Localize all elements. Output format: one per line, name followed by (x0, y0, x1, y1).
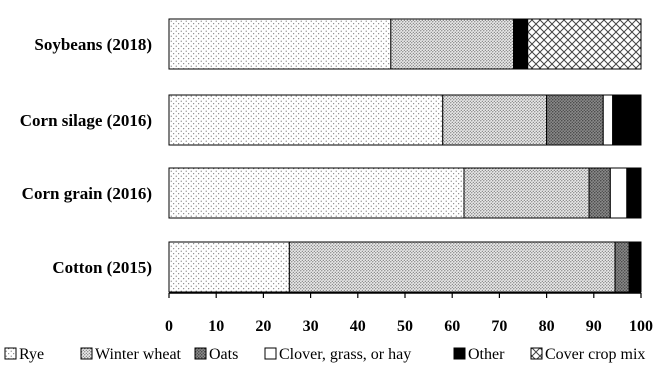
x-tick-label: 0 (165, 318, 173, 335)
x-tick-label: 100 (629, 318, 653, 335)
legend-item-rye: Rye (4, 346, 44, 363)
bar-segment-corn-grain-2016-clover-grass-or-hay (609, 167, 628, 219)
x-axis-ticks: 0 10 20 30 40 50 60 70 80 90 100 (165, 293, 653, 335)
legend-swatch (4, 347, 17, 360)
bar-segment-soybeans-2018-winter-wheat (390, 18, 515, 70)
legend-item-cover-crop-mix: Cover crop mix (530, 346, 645, 363)
legend-swatch (194, 347, 207, 360)
bar-segment-cotton-2015-other (628, 241, 642, 293)
bar-segment-corn-silage-2016-winter-wheat (442, 94, 548, 146)
legend-item-clover-grass-or-hay: Clover, grass, or hay (264, 346, 411, 363)
x-tick-label: 90 (586, 318, 602, 335)
bar-segment-corn-grain-2016-rye (168, 167, 465, 219)
category-label-soybeans-2018: Soybeans (2018) (34, 35, 152, 54)
x-tick-label: 10 (208, 318, 224, 335)
legend-item-winter-wheat: Winter wheat (80, 346, 182, 363)
legend-swatch (80, 347, 93, 360)
bar-segment-cotton-2015-rye (168, 241, 290, 293)
x-tick-label: 50 (397, 318, 413, 335)
bar-segment-soybeans-2018-other (513, 18, 529, 70)
category-label-cotton-2015: Cotton (2015) (52, 258, 152, 277)
bar-segment-soybeans-2018-rye (168, 18, 392, 70)
bar-segment-corn-silage-2016-oats (546, 94, 604, 146)
bar-segment-soybeans-2018-cover-crop-mix (527, 18, 642, 70)
bar-segment-corn-grain-2016-oats (588, 167, 611, 219)
category-label-corn-silage-2016: Corn silage (2016) (20, 111, 152, 130)
legend-swatch (530, 347, 543, 360)
legend-item-other: Other (453, 346, 505, 363)
category-label-corn-grain-2016: Corn grain (2016) (22, 184, 152, 203)
bars-layer (168, 18, 642, 293)
x-tick-label: 70 (491, 318, 507, 335)
x-tick-label: 80 (539, 318, 555, 335)
category-labels: Soybeans (2018) Corn silage (2016) Corn gr… (20, 35, 152, 277)
bar-segment-corn-silage-2016-clover-grass-or-hay (602, 94, 614, 146)
bar-segment-corn-silage-2016-other (612, 94, 642, 146)
legend-label: Clover, grass, or hay (279, 346, 411, 363)
legend-item-oats: Oats (194, 346, 238, 363)
legend-label: Winter wheat (95, 346, 182, 363)
bar-segment-cotton-2015-winter-wheat (288, 241, 616, 293)
legend-label: Cover crop mix (545, 346, 645, 363)
legend-label: Other (468, 346, 505, 363)
x-tick-label: 30 (303, 318, 319, 335)
legend-label: Rye (19, 346, 44, 363)
legend: Rye Winter wheat Oats Clover, grass, or hay… (4, 346, 645, 363)
x-tick-label: 60 (444, 318, 460, 335)
legend-swatch (453, 347, 466, 360)
legend-swatch (264, 347, 277, 360)
x-tick-label: 20 (255, 318, 271, 335)
bar-segment-corn-silage-2016-rye (168, 94, 444, 146)
legend-label: Oats (209, 346, 238, 363)
bar-segment-cotton-2015-oats (614, 241, 630, 293)
bar-segment-corn-grain-2016-other (626, 167, 642, 219)
bar-segment-corn-grain-2016-winter-wheat (463, 167, 590, 219)
x-tick-label: 40 (350, 318, 366, 335)
